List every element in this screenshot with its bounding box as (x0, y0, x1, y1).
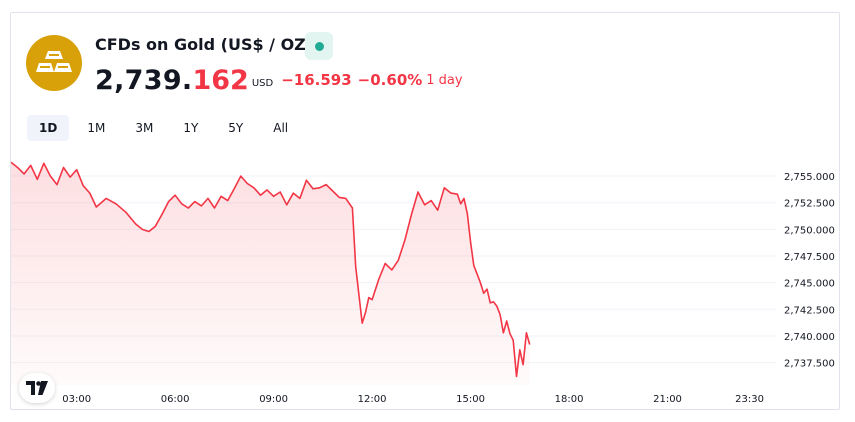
x-tick-label: 03:00 (62, 394, 91, 405)
range-button-all[interactable]: All (273, 121, 289, 135)
price-integer: 2,739. (95, 65, 193, 96)
x-tick-label: 09:00 (259, 394, 288, 405)
price-area (11, 162, 530, 385)
y-tick-label: 2,747.500 (784, 252, 835, 263)
tradingview-logo-icon[interactable] (19, 373, 55, 403)
y-tick-label: 2,750.000 (784, 225, 835, 236)
x-tick-label: 12:00 (358, 394, 387, 405)
x-tick-label: 18:00 (555, 394, 584, 405)
price-row: 2,739.162 USD −16.593 −0.60% 1 day (95, 65, 463, 96)
y-tick-label: 2,740.000 (784, 332, 835, 343)
y-tick-label: 2,745.000 (784, 279, 835, 290)
range-button-3m[interactable]: 3M (135, 121, 154, 135)
x-tick-label: 21:00 (653, 394, 682, 405)
price-decimals: 162 (192, 65, 249, 96)
market-open-dot-icon (305, 32, 333, 60)
range-selector: 1D 1M 3M 1Y 5Y All (27, 115, 300, 141)
y-tick-label: 2,737.500 (784, 359, 835, 370)
x-tick-label: 23:30 (735, 394, 764, 405)
x-tick-label: 15:00 (456, 394, 485, 405)
y-tick-label: 2,742.500 (784, 305, 835, 316)
gold-bars-icon (26, 35, 82, 91)
y-tick-label: 2,755.000 (784, 172, 835, 183)
price-chart[interactable]: 2,737.500 2,740.000 2,742.500 2,745.000 2,74… (11, 153, 840, 410)
price-line (11, 161, 531, 378)
symbol-title[interactable]: CFDs on Gold (US$ / OZ) (95, 35, 314, 54)
range-button-1y[interactable]: 1Y (183, 121, 199, 135)
symbol-widget: CFDs on Gold (US$ / OZ) 2,739.162 USD −16.… (10, 12, 840, 410)
currency-label: USD (251, 78, 274, 89)
change-period: 1 day (426, 73, 463, 88)
price-chart-svg[interactable]: 2,737.500 2,740.000 2,742.500 2,745.000 2,74… (11, 153, 840, 410)
price-change-percent: −0.60% (357, 71, 423, 89)
range-button-1m[interactable]: 1M (87, 121, 106, 135)
range-button-5y[interactable]: 5Y (228, 121, 244, 135)
x-tick-label: 06:00 (161, 394, 190, 405)
range-button-1d[interactable]: 1D (27, 115, 70, 141)
y-tick-label: 2,752.500 (784, 199, 835, 210)
price-change: −16.593 (281, 71, 352, 89)
